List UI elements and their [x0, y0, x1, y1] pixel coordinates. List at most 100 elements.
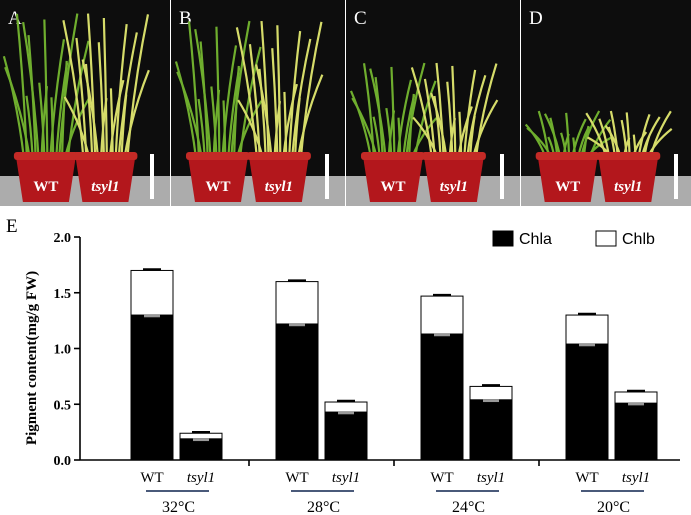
y-tick-label: 0.0 — [54, 454, 72, 469]
y-tick-label: 1.5 — [54, 287, 72, 302]
panel-letter: D — [529, 8, 543, 29]
pot-label: WT — [555, 179, 580, 195]
photo-panel-d: D WT tsyl1 — [521, 0, 691, 206]
x-category-label: WT — [575, 470, 598, 486]
scale-bar — [500, 154, 504, 199]
pot-rim — [596, 152, 661, 160]
photo-panel-c: C WT tsyl1 — [346, 0, 520, 206]
bar-chla-tsyl1-0 — [179, 438, 223, 461]
seedlings-wt — [349, 62, 438, 159]
x-category-label: WT — [430, 470, 453, 486]
pot-label: tsyl1 — [91, 179, 119, 195]
photo-panel-a: A WT tsyl1 — [0, 0, 170, 206]
bar-chla-WT-2 — [420, 333, 464, 461]
pot-rim — [73, 152, 138, 160]
pot-rim — [185, 152, 250, 160]
svg-text:Pigment content(mg/g FW): Pigment content(mg/g FW) — [24, 271, 40, 445]
error-bar — [578, 312, 596, 347]
legend-label: Chlb — [622, 231, 655, 248]
pot-label: tsyl1 — [440, 179, 468, 195]
pot-rim — [421, 152, 486, 160]
bar-chla-tsyl1-3 — [614, 402, 658, 461]
scale-bar — [674, 154, 678, 199]
x-category-label: WT — [285, 470, 308, 486]
bar-chla-tsyl1-1 — [324, 411, 368, 461]
x-category-label: WT — [140, 470, 163, 486]
y-axis-title: Pigment content(mg/g FW) — [24, 271, 40, 445]
bars — [130, 268, 658, 461]
bar-chlb-tsyl1-2 — [469, 385, 513, 401]
pot-body — [423, 156, 484, 202]
pot-wt: WT — [524, 110, 612, 202]
bar-chlb-tsyl1-1 — [324, 401, 368, 413]
pot-rim — [246, 152, 311, 160]
y-tick-label: 1.0 — [54, 343, 72, 358]
bar-chlb-tsyl1-0 — [179, 432, 223, 440]
legend: Chla Chlb — [492, 230, 655, 248]
x-category-label: tsyl1 — [477, 470, 505, 486]
pot-body — [598, 156, 659, 202]
temperature-label: 28°C — [307, 499, 340, 515]
x-category-label: tsyl1 — [332, 470, 360, 486]
panel-letter: C — [354, 8, 367, 29]
legend-swatch — [492, 230, 514, 247]
bar-chlb-WT-2 — [420, 295, 464, 335]
error-bar — [192, 430, 210, 442]
pot-wt: WT — [2, 13, 91, 202]
bar-chlb-tsyl1-3 — [614, 391, 658, 404]
pot-rim — [535, 152, 600, 160]
error-bar — [143, 268, 161, 318]
pot-tsyl1: tsyl1 — [62, 13, 150, 202]
scale-bar — [325, 154, 329, 199]
x-axis — [80, 459, 680, 466]
bar-chla-tsyl1-2 — [469, 399, 513, 461]
pot-body — [537, 156, 598, 202]
pot-label: WT — [33, 179, 58, 195]
seedlings-tsyl1 — [235, 20, 324, 159]
pot-wt: WT — [349, 62, 438, 202]
seedlings-tsyl1 — [62, 13, 150, 159]
error-bar — [337, 399, 355, 415]
error-bar — [627, 389, 645, 406]
bar-chlb-WT-0 — [130, 269, 174, 316]
y-tick-label: 0.5 — [54, 398, 72, 413]
y-axis: 0.0 0.5 1.0 1.5 2.0 — [54, 231, 81, 469]
bar-chla-WT-0 — [130, 314, 174, 461]
error-bar — [433, 293, 451, 337]
legend-label: Chla — [519, 231, 552, 248]
pot-body — [187, 156, 248, 202]
panel-label-e: E — [6, 216, 18, 237]
error-bar — [482, 384, 500, 403]
bar-chla-WT-1 — [275, 323, 319, 461]
pot-label: tsyl1 — [265, 179, 293, 195]
pot-tsyl1: tsyl1 — [235, 20, 324, 202]
pot-wt: WT — [174, 20, 263, 202]
pot-body — [248, 156, 309, 202]
bar-chlb-WT-3 — [565, 314, 609, 345]
legend-swatch — [595, 230, 617, 247]
pot-label: WT — [205, 179, 230, 195]
pot-label: WT — [380, 179, 405, 195]
pot-body — [15, 156, 76, 202]
panel-letter: A — [8, 8, 22, 29]
x-category-label: tsyl1 — [187, 470, 215, 486]
temperature-label: 24°C — [452, 499, 485, 515]
pot-tsyl1: tsyl1 — [585, 110, 673, 202]
pot-rim — [13, 152, 78, 160]
error-bar — [288, 279, 306, 327]
pot-tsyl1: tsyl1 — [410, 62, 499, 202]
pigment-content-chart: E Pigment content(mg/g FW) 0.0 0.5 1.0 1.5 2… — [6, 216, 680, 515]
photo-panel-b: BWT tsyl1 — [171, 0, 345, 206]
scale-bar — [150, 154, 154, 199]
seedlings-wt — [174, 20, 263, 159]
temperature-label: 32°C — [162, 499, 195, 515]
x-category-label: tsyl1 — [622, 470, 650, 486]
pot-body — [362, 156, 423, 202]
pot-body — [75, 156, 136, 202]
pot-rim — [360, 152, 425, 160]
bar-chla-WT-3 — [565, 343, 609, 461]
temperature-label: 20°C — [597, 499, 630, 515]
y-tick-label: 2.0 — [54, 231, 72, 246]
pot-label: tsyl1 — [614, 179, 642, 195]
